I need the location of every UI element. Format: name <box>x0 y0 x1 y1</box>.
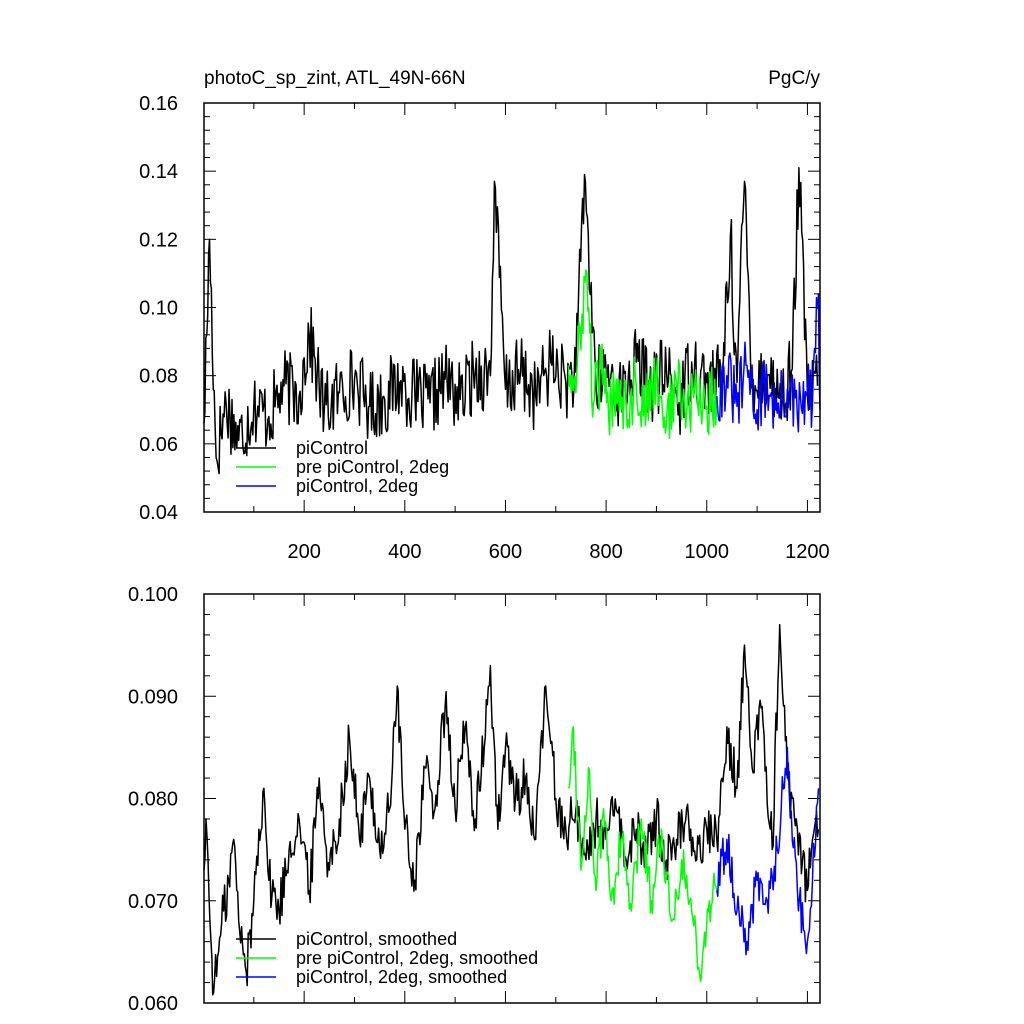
legend-label: piControl <box>296 438 368 458</box>
units-label: PgC/y <box>768 68 820 89</box>
legend-label: pre piControl, 2deg <box>296 457 449 477</box>
y-tick-label: 0.12 <box>139 229 178 251</box>
y-tick-label: 0.070 <box>128 891 178 913</box>
series-line-pre-picontrol-2deg-smoothed <box>567 726 718 983</box>
x-tick-label: 800 <box>589 541 622 563</box>
y-tick-label: 0.090 <box>128 686 178 708</box>
series-line-picontrol-smoothed <box>203 623 820 996</box>
legend-label: piControl, 2deg <box>296 476 418 496</box>
legend-label: pre piControl, 2deg, smoothed <box>296 948 538 968</box>
bottom-panel: 0.060 0.070 0.080 0.090 0.100 piControl, smoo… <box>128 584 821 1015</box>
x-tick-label: 600 <box>489 541 522 563</box>
series-line-picontrol <box>203 167 819 475</box>
legend-label: piControl, 2deg, smoothed <box>296 967 507 987</box>
x-tick-label: 1000 <box>685 541 730 563</box>
x-tick-label: 1200 <box>785 541 830 563</box>
x-tick-label: 400 <box>388 541 421 563</box>
y-tick-label: 0.08 <box>139 366 178 388</box>
y-tick-label: 0.16 <box>139 93 178 115</box>
y-tick-label: 0.10 <box>139 298 178 320</box>
top-panel: 0.04 0.06 0.08 0.10 0.12 0.14 0.16 200 400 600 800… <box>139 68 830 563</box>
y-tick-label: 0.06 <box>139 434 178 456</box>
series-line-picontrol-2deg <box>716 293 821 433</box>
series-line-picontrol-2deg-smoothed <box>716 746 820 956</box>
series-line-pre-picontrol-2deg <box>567 269 718 439</box>
chart-title: photoC_sp_zint, ATL_49N-66N <box>204 68 466 89</box>
y-tick-label: 0.100 <box>128 584 178 606</box>
x-tick-label: 200 <box>287 541 320 563</box>
legend-label: piControl, smoothed <box>296 929 457 949</box>
y-tick-label: 0.060 <box>128 993 178 1015</box>
y-tick-label: 0.04 <box>139 502 178 524</box>
y-tick-label: 0.080 <box>128 789 178 811</box>
y-tick-label: 0.14 <box>139 161 178 183</box>
